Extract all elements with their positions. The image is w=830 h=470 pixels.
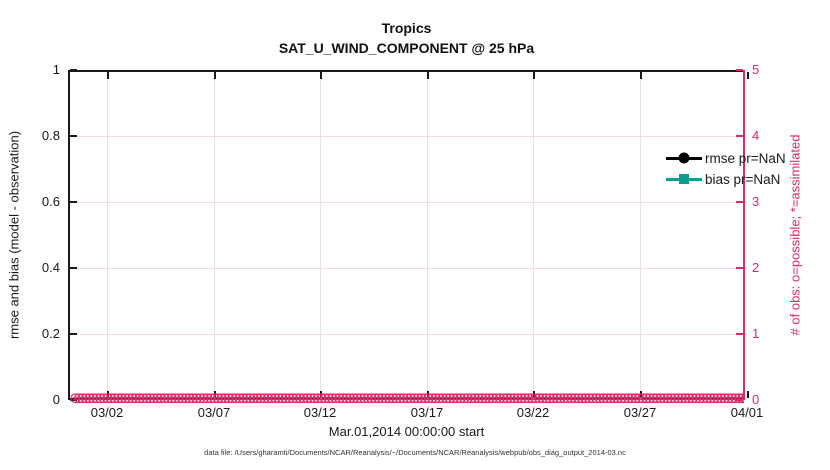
y-right-tick-label: 4 — [752, 128, 760, 143]
y-left-axis-tick — [70, 333, 77, 335]
gridline-horizontal — [70, 136, 743, 137]
axis-spine-left — [68, 70, 70, 400]
y-right-tick-label: 0 — [752, 392, 760, 407]
y-left-tick-label: 0.4 — [41, 260, 60, 275]
y-right-axis-tick — [736, 135, 743, 137]
x-tick-label: 03/17 — [410, 405, 444, 420]
datafile-footnote: data file: /Users/gharamti/Documents/NCA… — [204, 448, 626, 457]
x-axis-label: Mar.01,2014 00:00:00 start — [328, 424, 485, 439]
y-right-tick-label: 2 — [752, 260, 760, 275]
axis-spine-bottom — [68, 398, 745, 400]
x-tick-label: 03/12 — [303, 405, 337, 420]
rmse-circle-marker-icon — [678, 152, 690, 164]
x-axis-tick-top — [214, 72, 216, 79]
y-right-axis-tick — [736, 399, 743, 401]
legend-item-bias: bias pr=NaN — [666, 171, 816, 187]
x-axis-tick-top — [320, 72, 322, 79]
y-right-axis-tick — [736, 69, 743, 71]
axis-spine-right — [743, 70, 745, 400]
y-left-tick-label: 0.8 — [41, 128, 60, 143]
gridline-horizontal — [70, 268, 743, 269]
bias-line-sample — [666, 171, 702, 187]
x-axis-tick-top — [640, 72, 642, 79]
rmse-line-sample — [666, 150, 702, 166]
y-left-axis-tick — [70, 267, 77, 269]
x-axis-tick-top — [427, 72, 429, 79]
y-right-axis-tick — [736, 333, 743, 335]
y-right-tick-label: 5 — [752, 62, 760, 77]
gridline-vertical — [320, 72, 321, 400]
x-axis-tick-bottom — [427, 391, 429, 398]
gridline-horizontal — [70, 202, 743, 203]
bias-square-marker-icon — [679, 174, 689, 184]
y-right-axis-tick — [736, 201, 743, 203]
plot-area: ⊛⊛⊛⊛⊛⊛⊛⊛⊛⊛⊛⊛⊛⊛⊛⊛⊛⊛⊛⊛⊛⊛⊛⊛⊛⊛⊛⊛⊛⊛⊛⊛⊛⊛⊛⊛⊛⊛⊛⊛… — [68, 69, 786, 406]
y-right-tick-label: 3 — [752, 194, 760, 209]
gridline-vertical — [427, 72, 428, 400]
x-axis-tick-top — [533, 72, 535, 79]
x-axis-tick-bottom — [640, 391, 642, 398]
obs-marker-band: ⊛⊛⊛⊛⊛⊛⊛⊛⊛⊛⊛⊛⊛⊛⊛⊛⊛⊛⊛⊛⊛⊛⊛⊛⊛⊛⊛⊛⊛⊛⊛⊛⊛⊛⊛⊛⊛⊛⊛⊛… — [69, 390, 744, 407]
x-axis-tick-bottom — [747, 391, 749, 398]
x-tick-label: 03/07 — [197, 405, 231, 420]
legend-label-rmse: rmse pr=NaN — [705, 150, 786, 166]
legend-item-rmse: rmse pr=NaN — [666, 150, 816, 166]
y-axis-label-left: rmse and bias (model - observation) — [6, 130, 22, 340]
gridline-vertical — [214, 72, 215, 400]
x-tick-label: 03/22 — [516, 405, 550, 420]
legend: rmse pr=NaN bias pr=NaN — [666, 150, 816, 187]
x-axis-tick-top — [107, 72, 109, 79]
y-left-axis-tick — [70, 201, 77, 203]
x-tick-label: 04/01 — [730, 405, 764, 420]
gridline-vertical — [640, 72, 641, 400]
y-left-tick-label: 1 — [52, 62, 60, 77]
y-left-axis-tick — [70, 69, 77, 71]
x-tick-label: 03/27 — [623, 405, 657, 420]
axis-spine-top — [68, 70, 745, 72]
plot-title: Tropics — [381, 20, 432, 36]
plot-subtitle: SAT_U_WIND_COMPONENT @ 25 hPa — [278, 40, 535, 56]
x-axis-tick-bottom — [320, 391, 322, 398]
x-axis-tick-top — [747, 72, 749, 79]
gridline-vertical — [533, 72, 534, 400]
y-left-axis-tick — [70, 399, 77, 401]
x-axis-tick-bottom — [533, 391, 535, 398]
gridline-horizontal — [70, 334, 743, 335]
x-axis-tick-bottom — [214, 391, 216, 398]
y-right-axis-tick — [736, 267, 743, 269]
legend-label-bias: bias pr=NaN — [705, 171, 781, 187]
y-left-tick-label: 0 — [52, 392, 60, 407]
gridline-vertical — [107, 72, 108, 400]
y-left-tick-label: 0.6 — [41, 194, 60, 209]
x-tick-label: 03/02 — [90, 405, 124, 420]
y-right-tick-label: 1 — [752, 326, 760, 341]
x-axis-tick-bottom — [107, 391, 109, 398]
y-left-axis-tick — [70, 135, 77, 137]
y-left-tick-label: 0.2 — [41, 326, 60, 341]
